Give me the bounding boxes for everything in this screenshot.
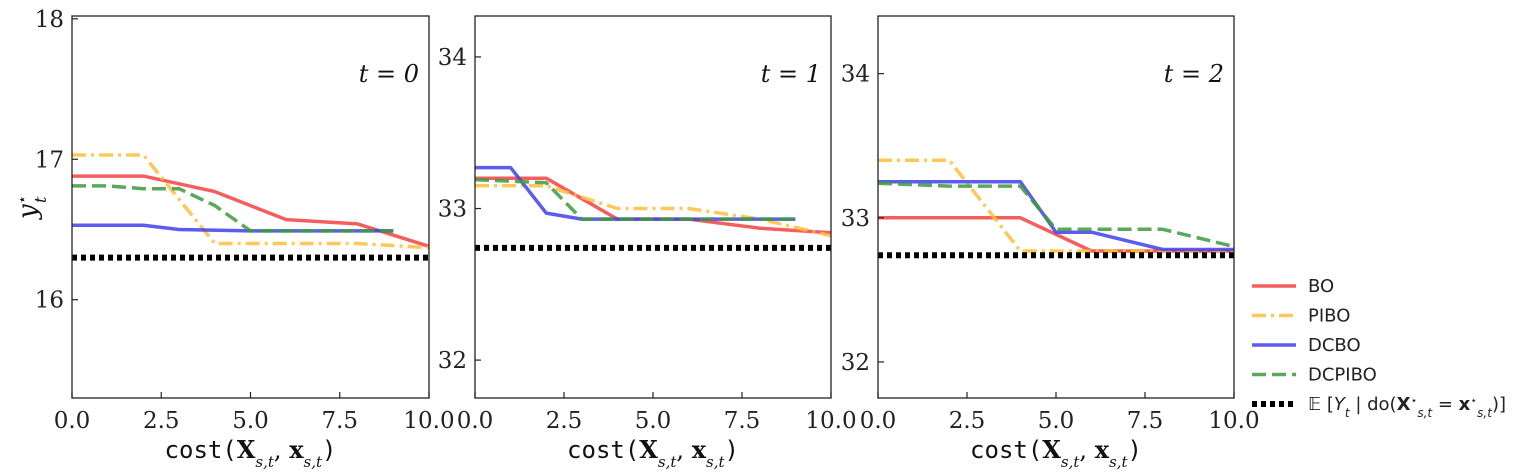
x-tick-label: 5.0 (635, 408, 672, 434)
y-tick-label: 17 (35, 147, 64, 173)
y-tick-label: 34 (841, 62, 870, 88)
series-line-pibo (475, 184, 831, 238)
legend-label: DCBO (1308, 335, 1361, 356)
x-tick-label: 0.0 (457, 408, 494, 434)
x-tick-label: 0.0 (860, 408, 897, 434)
legend-item: 𝔼 [Yt | do(X⋆s,t = x⋆s,t)] (1252, 394, 1506, 421)
series-line-dcpibo (72, 184, 394, 233)
series-line-bo (72, 174, 429, 248)
series-line-dcbo (475, 165, 796, 221)
y-tick-label: 16 (35, 288, 64, 314)
x-tick-label: 5.0 (232, 408, 269, 434)
x-tick-label: 7.5 (724, 408, 761, 434)
panel-annotation: t = 1 (761, 60, 821, 88)
legend-label: 𝔼 [Yt | do(X⋆s,t = x⋆s,t)] (1308, 394, 1506, 421)
series-line-pibo (878, 158, 1234, 253)
x-tick-label: 7.5 (1127, 408, 1164, 434)
y-tick-label: 32 (841, 350, 870, 376)
legend-item: BO (1252, 276, 1334, 297)
x-axis-label: cost(Xs,t, xs,t) (970, 435, 1142, 471)
series-line-pibo (72, 153, 429, 250)
panel-2: 0.0 2.5 5.0 7.5 10.0 32 33 34 cost(Xs,t, xs,t) t … (841, 15, 1260, 471)
panel-annotation: t = 2 (1164, 60, 1224, 88)
y-tick-label: 18 (35, 7, 64, 33)
legend-label: PIBO (1308, 306, 1350, 327)
x-tick-label: 2.5 (143, 408, 180, 434)
x-tick-label: 10.0 (403, 408, 454, 434)
x-tick-label: 10.0 (805, 408, 856, 434)
legend-item: PIBO (1252, 306, 1350, 327)
legend-label: BO (1308, 276, 1334, 297)
y-tick-label: 33 (438, 197, 467, 223)
panel-0: 0.0 2.5 5.0 7.5 10.0 16 17 18 cost(Xs,t, xs,t) t … (13, 7, 455, 471)
series-line-dcbo (878, 180, 1234, 252)
y-tick-label: 32 (438, 348, 467, 374)
x-tick-label: 0.0 (54, 408, 91, 434)
x-axis-label: cost(Xs,t, xs,t) (567, 435, 739, 471)
x-tick-label: 5.0 (1038, 408, 1075, 434)
legend-label: DCPIBO (1308, 365, 1377, 386)
x-axis-label: cost(Xs,t, xs,t) (165, 435, 337, 471)
y-axis-label: y⋆t (13, 195, 50, 220)
panel-annotation: t = 0 (359, 60, 419, 88)
x-tick-label: 2.5 (546, 408, 583, 434)
legend: BO PIBO DCBO DCPIBO 𝔼 [Yt | do(X⋆s,t = x⋆s,t… (1252, 276, 1506, 420)
legend-item: DCBO (1252, 335, 1361, 356)
legend-item: DCPIBO (1252, 365, 1377, 386)
x-tick-label: 2.5 (949, 408, 986, 434)
y-tick-label: 33 (841, 206, 870, 232)
panel-1: 0.0 2.5 5.0 7.5 10.0 32 33 34 cost(Xs,t, xs,t) t … (438, 15, 857, 471)
series-line-dcpibo (878, 181, 1234, 249)
y-tick-label: 34 (438, 45, 467, 71)
x-tick-label: 10.0 (1208, 408, 1259, 434)
x-tick-label: 7.5 (321, 408, 358, 434)
